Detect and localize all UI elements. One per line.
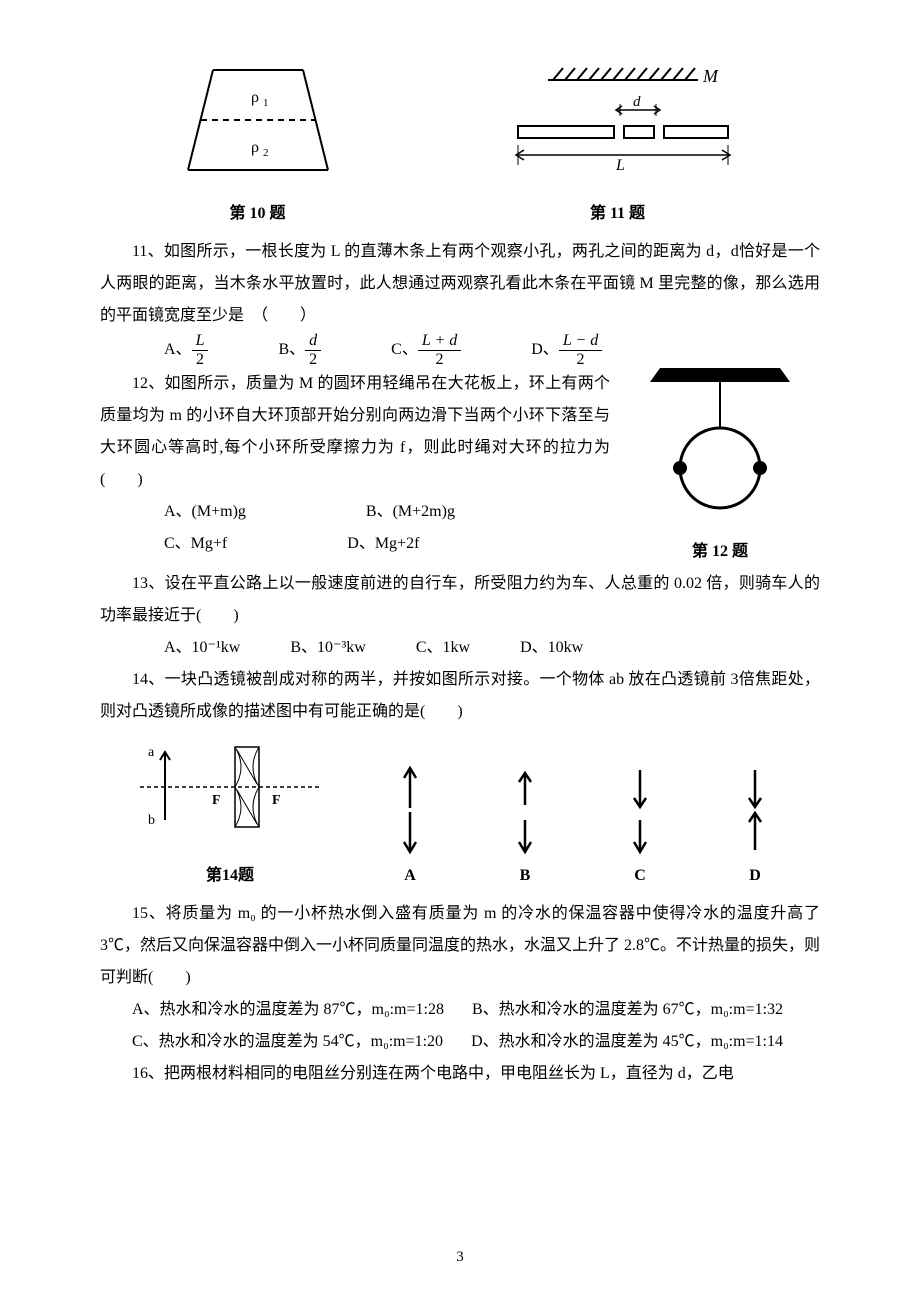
figure-14-row: a b F F 第14题 A [130, 732, 790, 892]
q11-text: 11、如图所示，一根长度为 L 的直薄木条上有两个观察小孔，两孔之间的距离为 d… [100, 236, 820, 332]
figure-11-caption: 第 11 题 [488, 198, 748, 230]
figure-11: M d L 第 11 题 [488, 60, 748, 230]
q15-D: D、热水和冷水的温度差为 45℃，m₀:m=1:14 [471, 1026, 783, 1058]
q11-A: A、L2 [164, 332, 208, 368]
q12-A: A、(M+m)g [164, 496, 246, 528]
q13-A: A、10⁻¹kw [164, 632, 240, 664]
arrows-D-icon [735, 760, 775, 860]
q15-C: C、热水和冷水的温度差为 54℃，m₀:m=1:20 [132, 1026, 443, 1058]
q13-D: D、10kw [520, 632, 583, 664]
ring-diagram-icon [640, 368, 800, 518]
q13-B: B、10⁻³kw [290, 632, 365, 664]
q14-text: 14、一块凸透镜被剖成对称的两半，并按如图所示对接。一个物体 ab 放在凸透镜前… [100, 664, 820, 728]
svg-text:b: b [148, 813, 155, 828]
figure-row-10-11: ρ1 ρ2 第 10 题 M [100, 60, 820, 230]
figure-10: ρ1 ρ2 第 10 题 [173, 60, 343, 230]
figure-10-caption: 第 10 题 [173, 198, 343, 230]
figure-12: 第 12 题 [620, 368, 820, 568]
svg-text:F: F [212, 793, 221, 808]
q11-B: B、d2 [278, 332, 321, 368]
svg-text:1: 1 [263, 97, 269, 109]
q13-C: C、1kw [416, 632, 470, 664]
q11-options: A、L2 B、d2 C、L + d2 D、L − d2 [100, 332, 820, 368]
mirror-diagram-icon: M d L [488, 60, 748, 180]
q12-C: C、Mg+f [164, 528, 227, 560]
q15-B: B、热水和冷水的温度差为 67℃，m₀:m=1:32 [472, 994, 783, 1026]
svg-text:a: a [148, 745, 155, 760]
q15-options: A、热水和冷水的温度差为 87℃，m₀:m=1:28 B、热水和冷水的温度差为 … [100, 994, 820, 1058]
q16-text: 16、把两根材料相同的电阻丝分别连在两个电路中，甲电阻丝长为 L，直径为 d，乙… [100, 1058, 820, 1090]
q13-text: 13、设在平直公路上以一般速度前进的自行车，所受阻力约为车、人总重的 0.02 … [100, 568, 820, 632]
q12-D: D、Mg+2f [347, 528, 419, 560]
figure-12-caption: 第 12 题 [620, 536, 820, 568]
q12-B: B、(M+2m)g [366, 496, 455, 528]
svg-text:ρ: ρ [251, 89, 259, 106]
svg-text:ρ: ρ [251, 139, 259, 156]
arrows-C-icon [620, 760, 660, 860]
label-M: M [702, 66, 719, 86]
q15-A: A、热水和冷水的温度差为 87℃，m₀:m=1:28 [132, 994, 444, 1026]
figure-14-setup: a b F F 第14题 [130, 732, 330, 892]
svg-text:2: 2 [263, 147, 269, 159]
label-d: d [633, 94, 641, 110]
page-number: 3 [0, 1242, 920, 1272]
q11-C: C、L + d2 [391, 332, 461, 368]
q11-D: D、L − d2 [531, 332, 602, 368]
arrows-B-icon [505, 760, 545, 860]
q13-options: A、10⁻¹kw B、10⁻³kw C、1kw D、10kw [100, 632, 820, 664]
page: ρ1 ρ2 第 10 题 M [0, 0, 920, 1302]
q14-option-B: B [490, 760, 560, 892]
figure-14-caption: 第14题 [130, 860, 330, 892]
svg-text:F: F [272, 793, 281, 808]
label-L: L [615, 157, 625, 174]
trapezoid-icon: ρ1 ρ2 [173, 60, 343, 180]
lens-setup-icon: a b F F [130, 732, 330, 842]
q14-option-C: C [605, 760, 675, 892]
arrows-A-icon [390, 760, 430, 860]
q14-option-A: A [375, 760, 445, 892]
q14-option-D: D [720, 760, 790, 892]
q15-text: 15、将质量为 m₀ 的一小杯热水倒入盛有质量为 m 的冷水的保温容器中使得冷水… [100, 898, 820, 994]
